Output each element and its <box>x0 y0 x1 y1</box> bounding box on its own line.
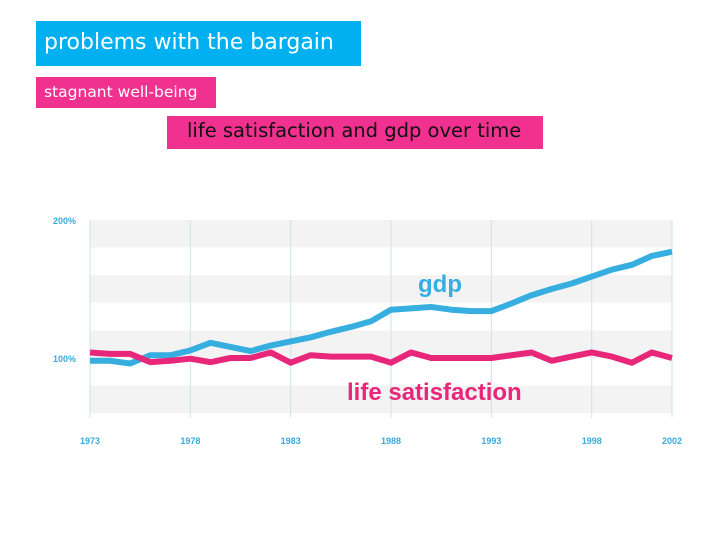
series-label-life-satisfaction: life satisfaction <box>347 379 522 406</box>
series-line-life-satisfaction <box>89 349 673 366</box>
slide-subtitle: stagnant well-being <box>36 77 216 108</box>
x-tick-label: 1983 <box>281 436 301 446</box>
chart-heading: life satisfaction and gdp over time <box>167 116 543 149</box>
series-line-gdp <box>90 248 673 367</box>
grid-band <box>90 247 672 276</box>
slide-title: problems with the bargain <box>36 21 361 66</box>
y-tick-label: 100% <box>53 354 76 364</box>
x-tick-label: 1973 <box>80 436 100 446</box>
x-tick-label: 1988 <box>381 436 401 446</box>
x-tick-label: 1993 <box>481 436 501 446</box>
x-tick-label: 1978 <box>180 436 200 446</box>
grid-band <box>90 220 672 248</box>
y-tick-label: 200% <box>53 216 76 226</box>
series-label-gdp: gdp <box>418 271 462 298</box>
grid-band <box>90 413 672 418</box>
x-tick-label: 1998 <box>582 436 602 446</box>
x-tick-label: 2002 <box>662 436 682 446</box>
grid-band <box>90 385 672 414</box>
